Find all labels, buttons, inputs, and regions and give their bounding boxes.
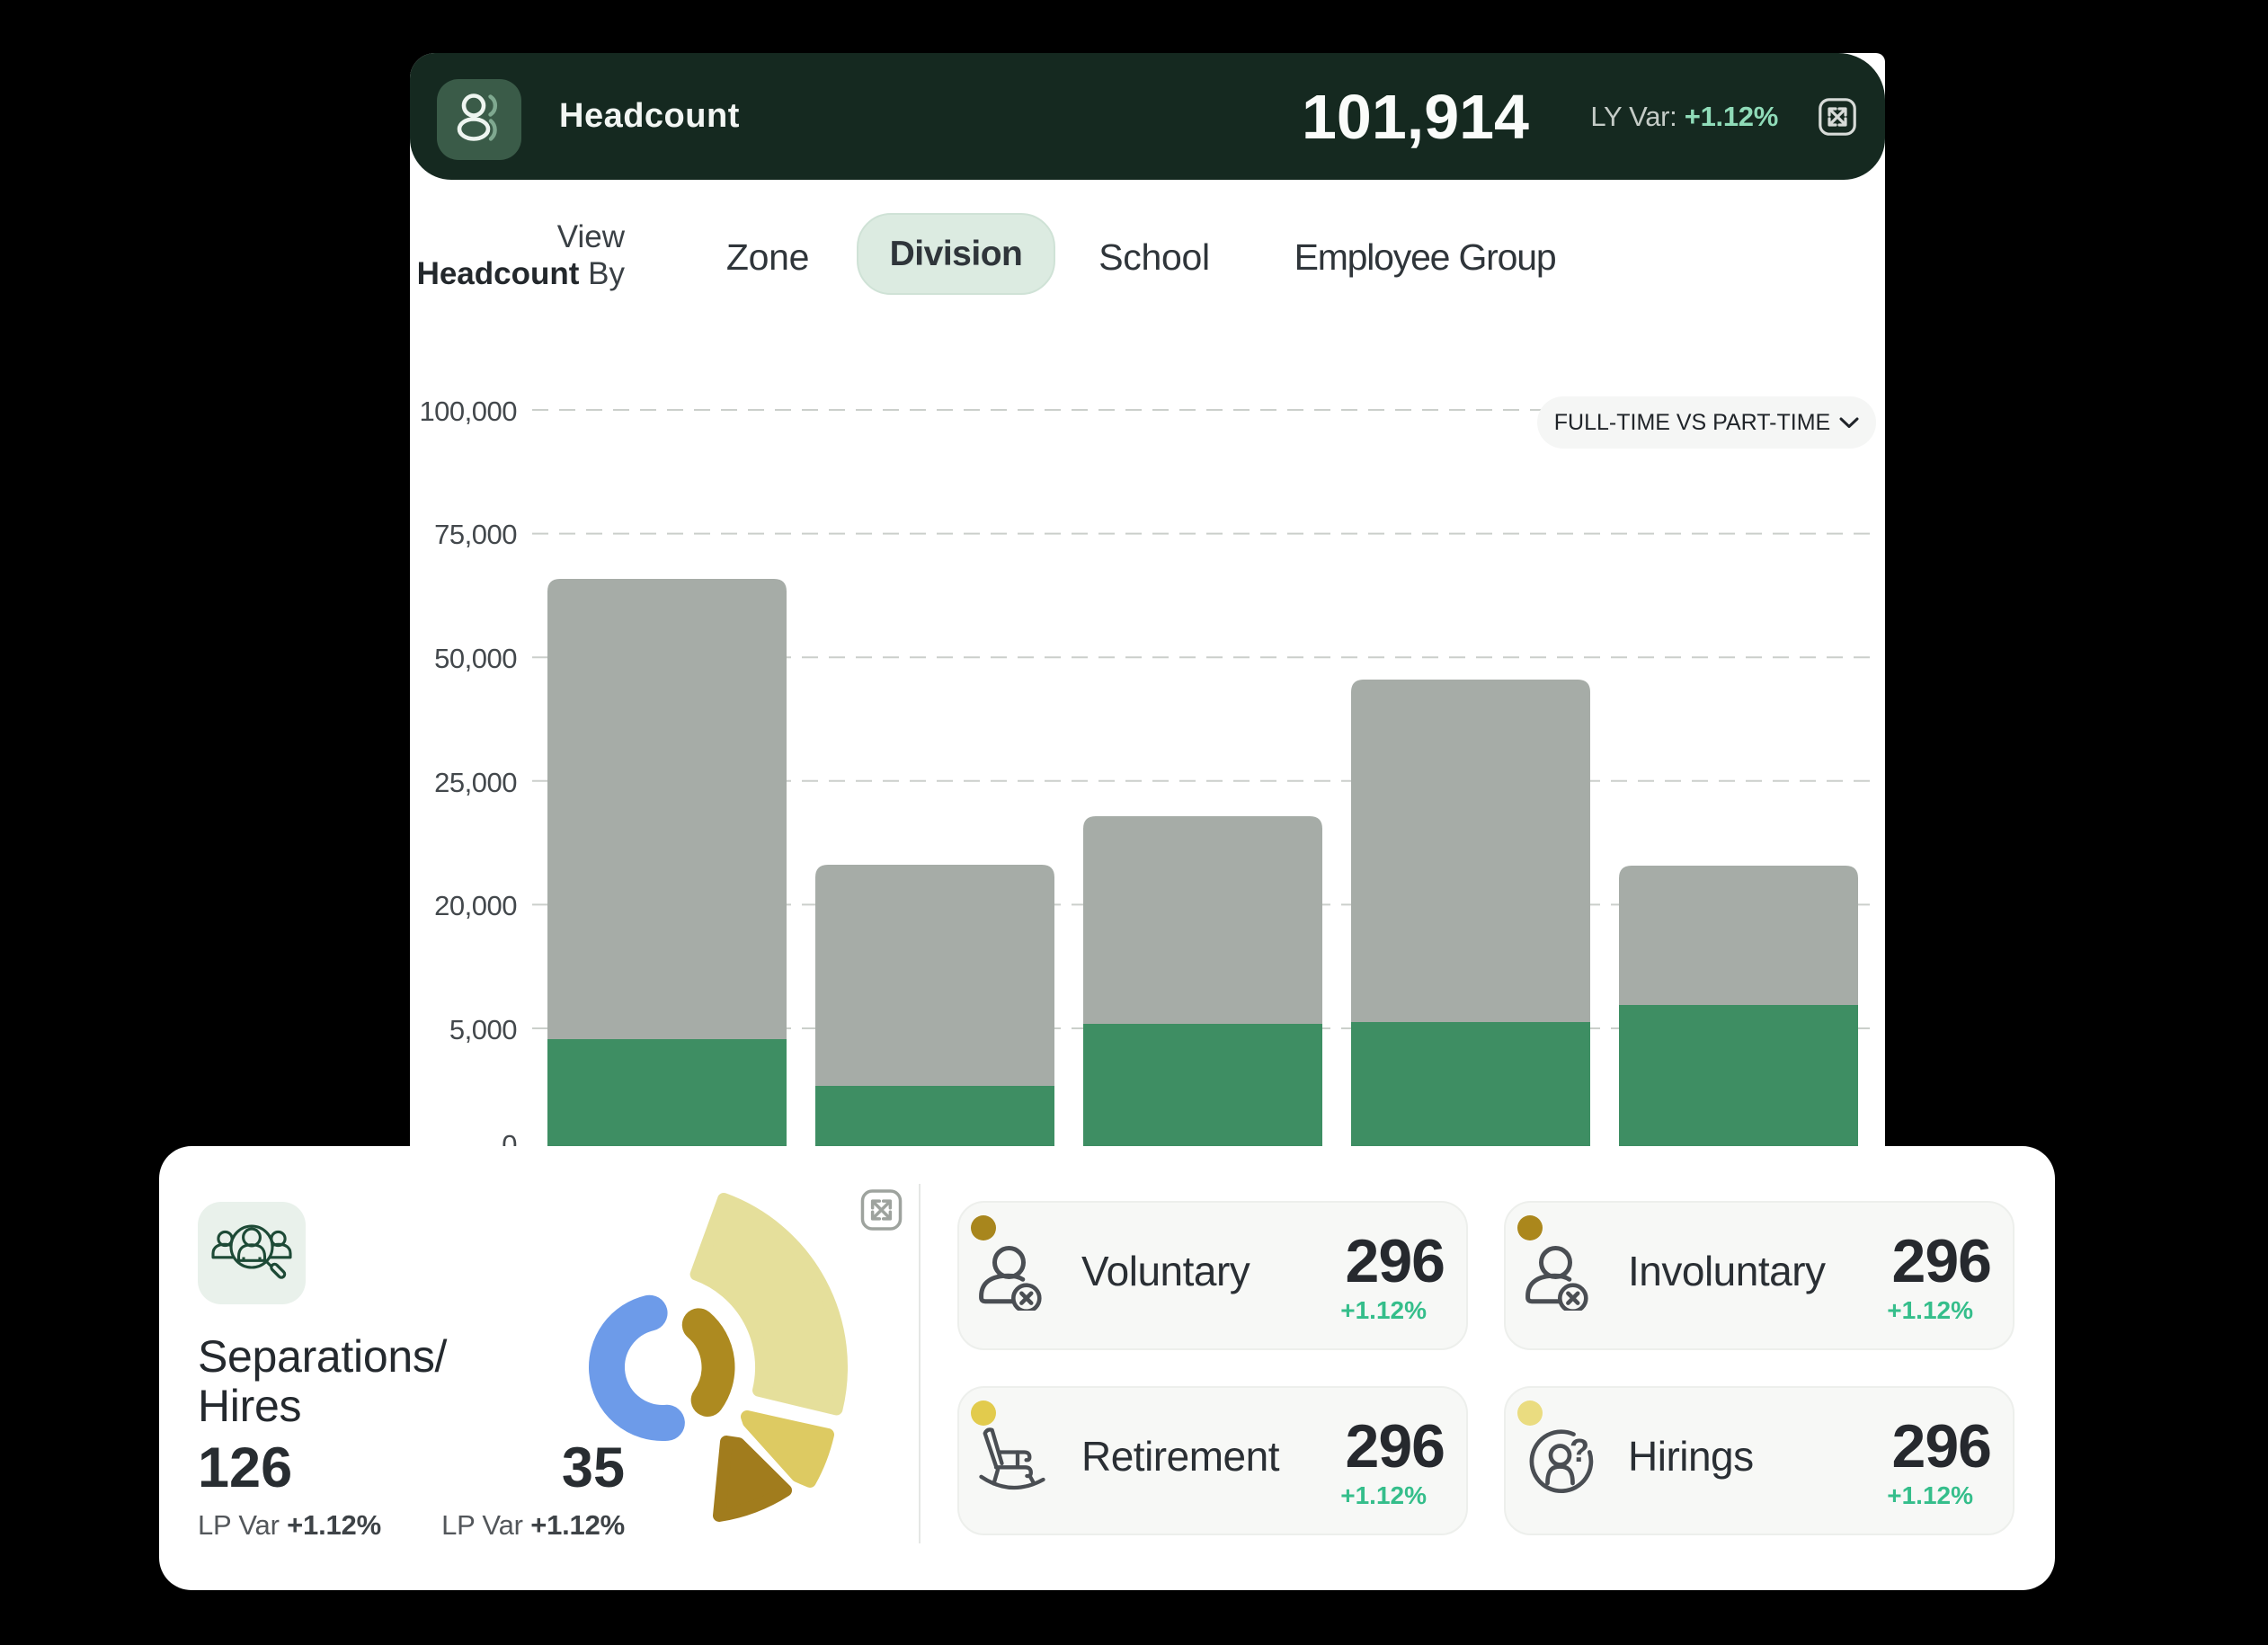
svg-text:50,000: 50,000 bbox=[434, 643, 517, 674]
svg-text:25,000: 25,000 bbox=[434, 767, 517, 798]
svg-text:20,000: 20,000 bbox=[434, 890, 517, 921]
svg-text:75,000: 75,000 bbox=[434, 519, 517, 550]
svg-text:5,000: 5,000 bbox=[449, 1014, 517, 1045]
svg-text:?: ? bbox=[1570, 1432, 1589, 1469]
svg-text:100,000: 100,000 bbox=[419, 396, 517, 427]
